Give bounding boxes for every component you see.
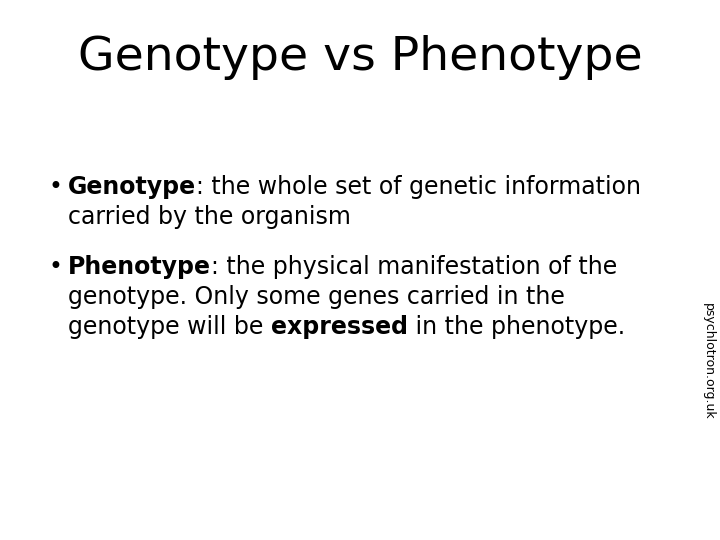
Text: : the physical manifestation of the: : the physical manifestation of the (211, 255, 617, 279)
Text: psychlotron.org.uk: psychlotron.org.uk (701, 303, 714, 420)
Text: expressed: expressed (271, 315, 408, 339)
Text: •: • (48, 255, 62, 279)
Text: in the phenotype.: in the phenotype. (408, 315, 625, 339)
Text: carried by the organism: carried by the organism (68, 205, 351, 229)
Text: •: • (48, 175, 62, 199)
Text: Phenotype: Phenotype (68, 255, 211, 279)
Text: genotype will be: genotype will be (68, 315, 271, 339)
Text: Genotype: Genotype (68, 175, 196, 199)
Text: : the whole set of genetic information: : the whole set of genetic information (196, 175, 641, 199)
Text: genotype. Only some genes carried in the: genotype. Only some genes carried in the (68, 285, 565, 309)
Text: Genotype vs Phenotype: Genotype vs Phenotype (78, 35, 642, 80)
